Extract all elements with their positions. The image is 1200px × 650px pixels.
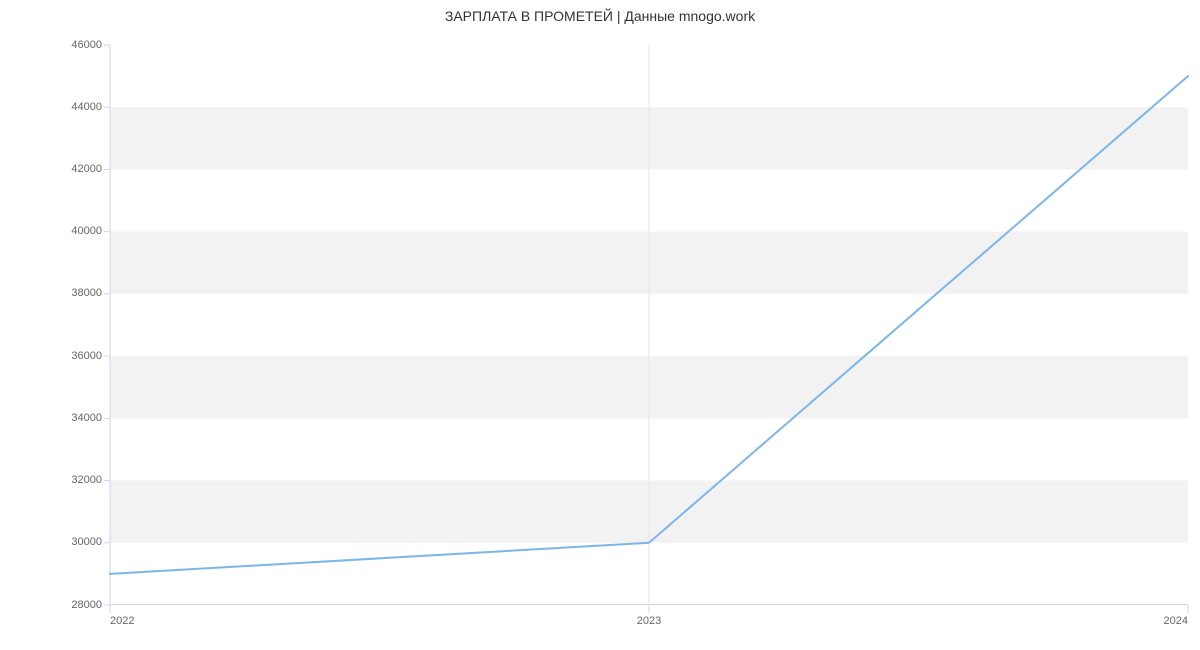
y-tick-label: 42000 [71, 163, 102, 175]
y-tick-label: 34000 [71, 412, 102, 424]
y-tick-label: 32000 [71, 474, 102, 486]
chart-title: ЗАРПЛАТА В ПРОМЕТЕЙ | Данные mnogo.work [0, 8, 1200, 24]
y-tick-label: 30000 [71, 536, 102, 548]
y-tick-label: 44000 [71, 101, 102, 113]
y-tick-label: 46000 [71, 39, 102, 51]
x-tick-label: 2023 [637, 615, 661, 627]
y-tick-label: 38000 [71, 287, 102, 299]
salary-line-chart: ЗАРПЛАТА В ПРОМЕТЕЙ | Данные mnogo.work … [0, 0, 1200, 650]
y-tick-label: 28000 [71, 599, 102, 611]
plot-area [110, 45, 1188, 605]
y-tick-label: 40000 [71, 225, 102, 237]
y-tick-label: 36000 [71, 350, 102, 362]
x-tick-label: 2024 [1164, 615, 1188, 627]
x-tick-label: 2022 [110, 615, 134, 627]
